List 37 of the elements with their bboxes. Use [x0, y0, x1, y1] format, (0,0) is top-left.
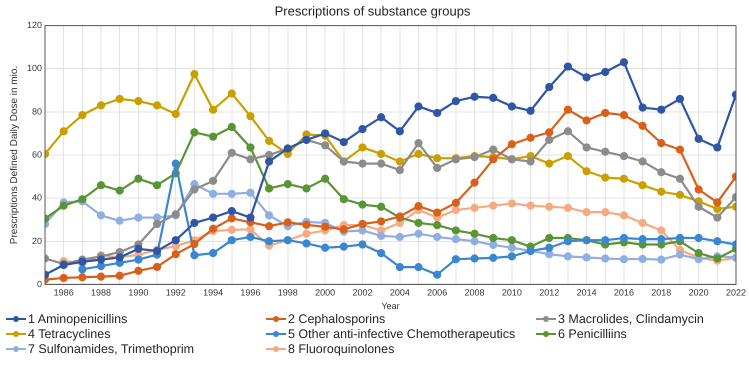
legend-label: 5 Other anti-infective Chemotherapeutics — [288, 327, 516, 341]
x-tick-label: 2004 — [390, 287, 410, 298]
y-tick-label: 20 — [32, 236, 42, 246]
x-tick-label: 2016 — [614, 287, 634, 298]
legend-label: 7 Sulfonamides, Trimethoprim — [28, 342, 194, 356]
y-tick-label: 100 — [26, 63, 42, 74]
legend-label: 3 Macrolides, Clindamycin — [558, 312, 704, 326]
y-tick-label: 80 — [32, 106, 42, 116]
y-tick-label: 40 — [32, 192, 42, 203]
x-tick-label: 2022 — [726, 287, 746, 298]
x-axis-title: Year — [381, 301, 400, 312]
legend-label: 2 Cephalosporins — [288, 312, 386, 326]
x-tick-label: 1996 — [240, 287, 260, 298]
x-tick-label: 1990 — [128, 287, 148, 298]
x-tick-label: 2002 — [352, 287, 373, 298]
x-tick-label: 2000 — [315, 287, 336, 298]
y-axis-title: Prescriptions Defined Daily Dose in mio. — [8, 66, 20, 244]
x-tick-label: 1988 — [91, 287, 112, 298]
x-tick-label: 1994 — [203, 287, 224, 298]
x-tick-label: 2014 — [576, 287, 597, 298]
legend-label: 6 Penicilliins — [558, 327, 627, 341]
legend-label: 1 Aminopenicillins — [28, 312, 128, 326]
y-tick-label: 0 — [37, 278, 42, 289]
x-tick-label: 2008 — [464, 287, 485, 298]
chart-title: Prescriptions of substance groups — [274, 3, 471, 18]
x-tick-label: 2018 — [651, 287, 672, 298]
x-tick-label: 2020 — [688, 287, 709, 298]
legend-label: 4 Tetracyclines — [28, 327, 110, 341]
x-tick-label: 2006 — [427, 287, 448, 298]
y-tick-label: 60 — [32, 149, 42, 160]
x-tick-label: 1992 — [166, 287, 186, 298]
x-tick-label: 1986 — [54, 287, 74, 298]
y-tick-label: 120 — [26, 20, 42, 30]
x-tick-label: 1998 — [278, 287, 298, 298]
legend-label: 8 Fluoroquinolones — [288, 342, 394, 356]
x-tick-label: 2010 — [502, 287, 522, 298]
x-tick-label: 2012 — [539, 287, 560, 298]
